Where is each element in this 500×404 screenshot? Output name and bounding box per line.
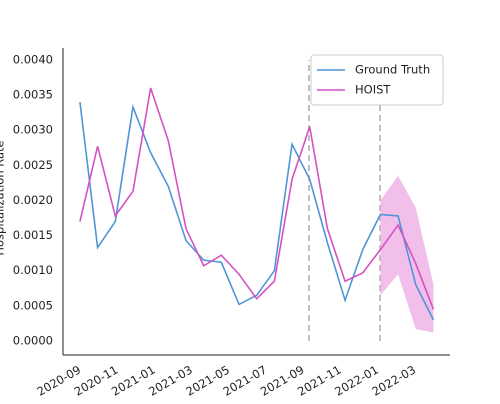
y-axis-label: Hospitalization Rate [0,140,7,255]
y-tick-label: 0.0025 [13,158,53,172]
series-line [79,87,435,310]
y-tick-label: 0.0010 [13,263,53,277]
legend-box [310,54,444,106]
legend-label: HOIST [355,83,391,97]
legend: Ground Truth HOIST [310,54,444,106]
y-tick-label: 0.0005 [13,298,53,312]
y-tick-label: 0.0030 [13,123,53,137]
legend-label: Ground Truth [355,63,430,77]
y-tick-label: 0.0040 [13,52,53,66]
series-line [79,101,435,321]
y-tick-label: 0.0000 [13,333,53,347]
y-tick-label: 0.0020 [13,193,53,207]
y-tick-label: 0.0035 [13,88,53,102]
interval-band [380,175,434,333]
y-tick-label: 0.0015 [13,228,53,242]
